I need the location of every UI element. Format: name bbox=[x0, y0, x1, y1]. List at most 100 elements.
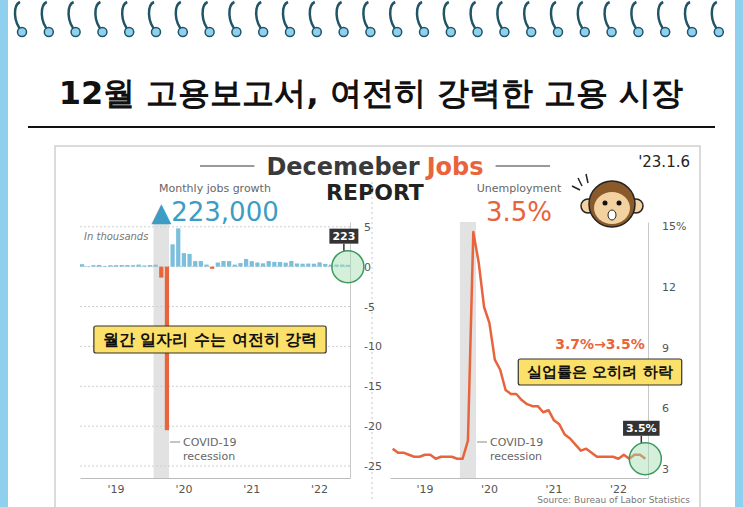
y-tick-label: 6 bbox=[662, 402, 669, 415]
ring-wire bbox=[471, 2, 478, 31]
ring-hole bbox=[152, 28, 161, 37]
note-box bbox=[518, 359, 681, 385]
ring-wire bbox=[256, 2, 263, 31]
heading-rule bbox=[496, 165, 550, 167]
bar bbox=[137, 265, 141, 267]
bar bbox=[199, 261, 203, 267]
ring bbox=[203, 2, 215, 37]
ring bbox=[497, 2, 509, 37]
ring bbox=[390, 2, 402, 37]
bar bbox=[216, 263, 220, 267]
recession-label: COVID-19recession bbox=[183, 436, 236, 463]
bar bbox=[289, 261, 293, 267]
bar bbox=[91, 265, 95, 267]
panel-headline: ▲223,000 bbox=[151, 197, 279, 227]
highlight-circle bbox=[629, 443, 661, 475]
y-axis-line bbox=[648, 223, 649, 479]
bar bbox=[187, 254, 191, 267]
note-text: 실업률은 오히려 하락 bbox=[527, 363, 672, 381]
bar bbox=[312, 264, 316, 267]
bar bbox=[295, 263, 299, 266]
chart-frame bbox=[55, 146, 700, 507]
y-tick: -20 bbox=[350, 420, 382, 433]
ring bbox=[337, 2, 349, 37]
bar bbox=[255, 263, 259, 267]
ring-wire bbox=[42, 2, 49, 31]
ring bbox=[363, 2, 375, 37]
ring-wire bbox=[417, 2, 424, 31]
grid-line bbox=[80, 386, 350, 387]
bar bbox=[148, 265, 152, 267]
ring bbox=[712, 2, 724, 37]
bar bbox=[120, 265, 124, 267]
ring-hole bbox=[688, 28, 697, 37]
ring-hole bbox=[366, 28, 375, 37]
bar bbox=[131, 265, 135, 267]
ring bbox=[310, 2, 322, 37]
ring-hole bbox=[339, 28, 348, 37]
note-text: 월간 일자리 수는 여전히 강력 bbox=[103, 330, 317, 349]
grid-line bbox=[80, 466, 350, 467]
bar bbox=[204, 265, 208, 267]
y-tick-label: -10 bbox=[364, 340, 382, 353]
x-tick-label: '20 bbox=[175, 483, 192, 496]
x-tick: '22 bbox=[311, 478, 328, 496]
x-tick-label: '21 bbox=[545, 483, 562, 496]
ring-hole bbox=[18, 28, 27, 37]
page-title: 12월 고용보고서, 여전히 강력한 고용 시장 bbox=[59, 74, 683, 112]
x-tick-label: '22 bbox=[311, 483, 328, 496]
ring-wire bbox=[15, 2, 22, 31]
ring-wire bbox=[337, 2, 344, 31]
ring-wire bbox=[203, 2, 210, 31]
monkey-eye bbox=[603, 201, 608, 206]
ring-wire bbox=[390, 2, 397, 31]
ring-hole bbox=[661, 28, 670, 37]
bar bbox=[250, 261, 254, 267]
x-tick-label: '21 bbox=[243, 483, 260, 496]
highlight-circle bbox=[332, 251, 364, 283]
grid-line bbox=[80, 306, 350, 307]
x-tick-label: '19 bbox=[416, 483, 433, 496]
y-tick: 12 bbox=[648, 281, 676, 294]
heading-rule bbox=[200, 165, 254, 167]
monkey-icon bbox=[572, 174, 643, 227]
callout-text: 3.5% bbox=[626, 422, 657, 435]
bar bbox=[210, 267, 214, 269]
panel-title: Monthly jobs growth bbox=[159, 182, 271, 195]
ring-hole bbox=[259, 28, 268, 37]
bar bbox=[182, 253, 186, 267]
bar bbox=[108, 265, 112, 266]
bar bbox=[176, 228, 180, 266]
note-box bbox=[94, 326, 326, 353]
ring-hole bbox=[312, 28, 321, 37]
ring bbox=[256, 2, 268, 37]
report-title-highlight: Jobs bbox=[425, 153, 484, 181]
monkey-head bbox=[589, 181, 635, 227]
y-tick-label: 5 bbox=[364, 221, 371, 234]
recession-leader bbox=[477, 442, 487, 443]
ring-wire bbox=[69, 2, 76, 31]
x-axis: '19'20'21'22 bbox=[81, 478, 351, 496]
y-tick-label: -20 bbox=[364, 420, 382, 433]
ring bbox=[149, 2, 161, 37]
ring bbox=[551, 2, 563, 37]
y-axis: 3691215% bbox=[648, 220, 686, 478]
ring bbox=[444, 2, 456, 37]
y-tick-label: -15 bbox=[364, 380, 382, 393]
callout-box bbox=[623, 421, 660, 436]
bar bbox=[193, 261, 197, 267]
plot-marks bbox=[393, 222, 646, 478]
recession-label-line: recession bbox=[490, 450, 542, 463]
ring-hole bbox=[580, 28, 589, 37]
x-tick-label: '22 bbox=[610, 483, 627, 496]
ring bbox=[229, 2, 241, 37]
bar bbox=[323, 264, 327, 267]
callout-leader bbox=[343, 244, 345, 251]
ring bbox=[605, 2, 617, 37]
source: Source: Bureau of Labor Statistics bbox=[537, 495, 690, 505]
ring-hole bbox=[473, 28, 482, 37]
page: 12월 고용보고서, 여전히 강력한 고용 시장DecemeberJobsREP… bbox=[0, 0, 743, 507]
y-tick: 9 bbox=[648, 341, 669, 354]
bar bbox=[221, 261, 225, 267]
ring bbox=[95, 2, 107, 37]
